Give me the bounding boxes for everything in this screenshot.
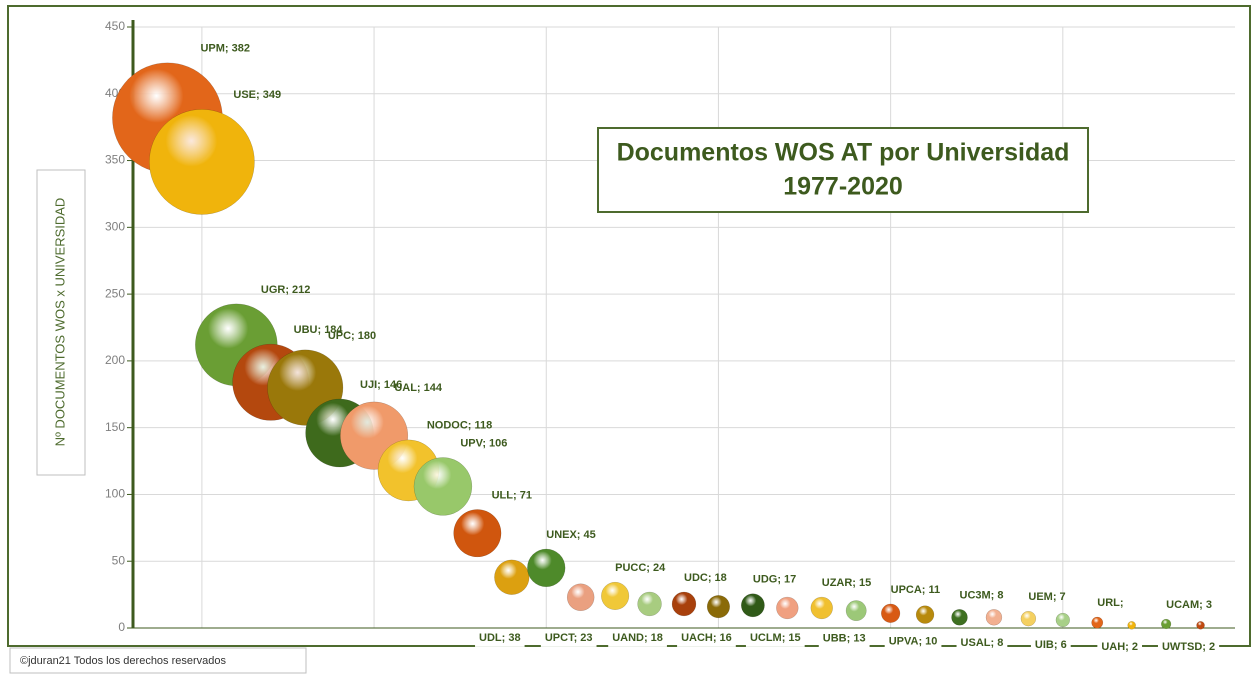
data-label: UC3M; 8	[960, 589, 1004, 601]
data-label: UDC; 18	[684, 572, 727, 584]
data-label-bg	[540, 628, 597, 647]
y-tick-label: 50	[112, 553, 126, 567]
y-tick-label: 350	[105, 153, 125, 167]
data-label: UGR; 212	[261, 284, 311, 296]
bubble	[1127, 621, 1136, 630]
data-label: UWTSD; 2	[1162, 641, 1215, 653]
data-label: UPVA; 10	[889, 635, 938, 647]
copyright-box	[9, 647, 307, 674]
bubble	[845, 600, 867, 622]
bubble	[637, 591, 662, 617]
bubble	[1020, 610, 1037, 627]
data-label: PUCC; 24	[615, 562, 666, 574]
data-label-bg	[1097, 638, 1143, 657]
bubble	[951, 609, 968, 626]
data-label: UCLM; 15	[750, 632, 801, 644]
bubble	[985, 609, 1003, 626]
data-label: UBU; 184	[294, 324, 344, 336]
data-label-bg	[475, 628, 525, 647]
y-tick-label: 200	[105, 353, 125, 367]
data-label: UJI; 146	[360, 379, 402, 391]
data-label: UCAM; 3	[1166, 599, 1212, 611]
data-label: UNEX; 45	[546, 529, 596, 541]
data-label-bg	[745, 628, 805, 647]
bubble	[915, 605, 935, 624]
data-label-bg	[884, 632, 942, 651]
data-label: UAH; 2	[1101, 641, 1138, 653]
bubble	[566, 583, 595, 612]
bubble	[1055, 612, 1070, 628]
data-label: USAL; 8	[961, 637, 1004, 649]
data-label: UDL; 38	[479, 632, 521, 644]
data-label: UAL; 144	[394, 382, 443, 394]
data-label: UIB; 6	[1035, 639, 1067, 651]
copyright: ©jduran21 Todos los derechos reservados	[20, 655, 227, 667]
bubble	[527, 548, 566, 588]
bubble	[494, 559, 530, 595]
bubble	[601, 581, 630, 610]
title-box	[597, 127, 1089, 213]
data-label-bg	[677, 628, 736, 647]
bubble	[1091, 616, 1104, 629]
y-axis-label: Nº DOCUMENTOS WOS x UNIVERSIDAD	[52, 198, 67, 447]
y-label-box	[36, 169, 86, 476]
bubble	[413, 457, 473, 516]
data-label: UPCA; 11	[891, 584, 941, 596]
data-label: UACH; 16	[681, 632, 732, 644]
data-label: NODOC; 118	[427, 420, 492, 432]
data-label: UPC; 180	[328, 330, 376, 342]
y-tick-label: 250	[105, 286, 125, 300]
bubble	[881, 603, 901, 623]
y-tick-label: 0	[118, 620, 125, 634]
data-label: UAND; 18	[612, 632, 663, 644]
chart-subtitle: 1977-2020	[783, 173, 903, 201]
bubble	[706, 595, 730, 619]
y-tick-label: 450	[105, 19, 125, 33]
data-label: UPV; 106	[460, 437, 507, 449]
bubble	[671, 591, 697, 617]
data-label-bg	[1030, 635, 1071, 654]
bubble	[1161, 618, 1172, 630]
data-label-bg	[608, 628, 667, 647]
data-label: UZAR; 15	[822, 577, 872, 589]
y-tick-label: 300	[105, 220, 125, 234]
data-label: UPCT; 23	[545, 632, 593, 644]
data-label: UPM; 382	[200, 43, 250, 55]
data-label: USE; 349	[233, 89, 281, 101]
data-label: ULL; 71	[492, 489, 532, 501]
data-label: UBB; 13	[823, 633, 866, 645]
data-label: UDG; 17	[753, 574, 796, 586]
data-label-bg	[818, 629, 870, 648]
bubble	[149, 109, 255, 215]
data-label-bg	[956, 634, 1008, 653]
bubble	[453, 509, 502, 558]
bubble	[810, 596, 833, 620]
y-tick-label: 150	[105, 420, 125, 434]
bubble	[776, 596, 799, 620]
y-tick-label: 100	[105, 487, 125, 501]
chart-title: Documentos WOS AT por Universidad	[617, 139, 1070, 167]
data-label: URL;	[1097, 597, 1123, 609]
bubble	[1196, 621, 1205, 630]
bubble	[741, 593, 765, 618]
data-label-bg	[1157, 638, 1220, 657]
data-label: UEM; 7	[1028, 591, 1065, 603]
